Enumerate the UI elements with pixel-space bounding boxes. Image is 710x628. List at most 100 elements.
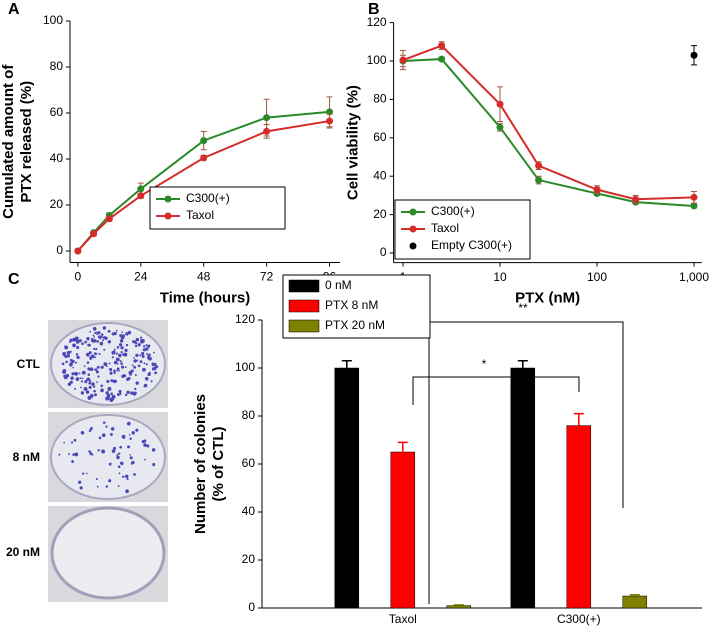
series-line	[402, 58, 695, 207]
colony-dot	[65, 360, 68, 364]
colony-dot	[71, 372, 75, 376]
colony-dot	[152, 463, 156, 467]
colony-dot	[151, 448, 156, 452]
bar	[622, 595, 648, 609]
data-point	[632, 195, 640, 203]
colony-dot	[127, 445, 131, 449]
colony-dot	[141, 351, 145, 356]
colony-dot	[73, 438, 77, 442]
x-tick-label: C300(+)	[557, 612, 601, 626]
y-tick-label: 20	[50, 197, 64, 211]
colony-dot	[97, 335, 102, 339]
colony-dot	[147, 344, 151, 348]
colony-dot	[70, 376, 74, 380]
colony-dot	[143, 439, 147, 443]
colony-dot	[72, 366, 74, 369]
colony-dot	[143, 383, 148, 388]
colony-dot	[123, 374, 127, 378]
colony-dot	[120, 365, 125, 369]
colony-dot	[95, 478, 98, 481]
significance-label: **	[518, 301, 528, 315]
data-point	[326, 108, 334, 116]
colony-dot	[111, 332, 115, 336]
colony-dot	[125, 343, 129, 347]
colony-dot	[92, 327, 97, 331]
colony-dot	[114, 379, 118, 383]
colony-dot	[100, 333, 104, 336]
y-tick-label: 0	[248, 600, 255, 614]
colony-dot	[120, 362, 123, 365]
colony-dot	[133, 359, 137, 363]
colony-dot	[118, 354, 122, 357]
colony-dot	[142, 367, 146, 372]
colony-dot	[79, 486, 83, 490]
colony-dot	[66, 354, 71, 358]
colony-dot	[129, 456, 133, 460]
colony-dot	[80, 386, 82, 389]
colony-dot	[106, 379, 110, 383]
colony-dot	[118, 369, 121, 372]
colony-dot	[67, 453, 70, 456]
colony-dot	[112, 446, 117, 450]
colony-dot	[134, 374, 137, 377]
colony-dot	[92, 334, 95, 337]
colony-dot	[74, 361, 77, 364]
colony-dot	[113, 360, 118, 365]
legend-swatch	[288, 299, 320, 313]
x-tick-label: 1,000	[679, 270, 709, 284]
colony-dot	[121, 331, 124, 334]
colony-dot	[86, 361, 90, 364]
colony-dot	[136, 338, 139, 341]
colony-dot	[96, 333, 99, 336]
colony-dot	[130, 461, 134, 465]
colony-dot	[143, 443, 147, 447]
data-point	[690, 202, 698, 210]
y-tick-label: 60	[50, 105, 64, 119]
colony-dot	[111, 356, 114, 359]
error-bar	[453, 604, 464, 606]
colony-dot	[76, 341, 79, 344]
colony-dot	[148, 371, 151, 375]
colony-dot	[133, 473, 136, 476]
colony-dot	[119, 461, 123, 465]
error-bar	[341, 360, 352, 368]
colony-dot	[141, 354, 145, 358]
panel-label: B	[368, 1, 380, 18]
colony-dot	[62, 369, 67, 374]
colony-dot	[121, 475, 125, 478]
colony-dot	[96, 365, 100, 369]
y-tick-label: 60	[242, 456, 256, 470]
colony-dot	[113, 348, 116, 351]
colony-dot	[91, 382, 95, 386]
colony-dot	[99, 341, 104, 346]
colony-dot	[134, 387, 137, 391]
colony-dot	[150, 380, 153, 383]
significance-bracket	[428, 321, 624, 604]
colony-dot	[124, 348, 128, 352]
colony-dot	[70, 361, 73, 365]
panel-label: C	[8, 271, 20, 288]
colony-dot	[118, 452, 121, 455]
colony-dot	[94, 356, 97, 359]
colony-dot	[110, 392, 113, 396]
colony-dot	[108, 462, 112, 466]
colony-dot	[124, 393, 128, 397]
colony-dot	[67, 382, 72, 387]
colony-dot	[84, 380, 88, 384]
data-point	[690, 193, 698, 201]
colony-dot	[113, 371, 116, 375]
colony-dot	[107, 386, 112, 391]
image-label: CTL	[17, 357, 40, 371]
colony-dot	[74, 371, 78, 376]
colony-dot	[94, 393, 98, 397]
colony-dot	[118, 472, 121, 475]
colony-dot	[148, 356, 152, 361]
y-tick-label: 40	[373, 168, 387, 182]
colony-dot	[127, 376, 131, 380]
colony-dot	[116, 362, 119, 365]
colony-dot	[151, 362, 156, 367]
colony-dot	[70, 441, 74, 444]
legend-marker	[409, 208, 417, 216]
colony-dot	[85, 472, 88, 475]
colony-dot	[81, 377, 84, 380]
